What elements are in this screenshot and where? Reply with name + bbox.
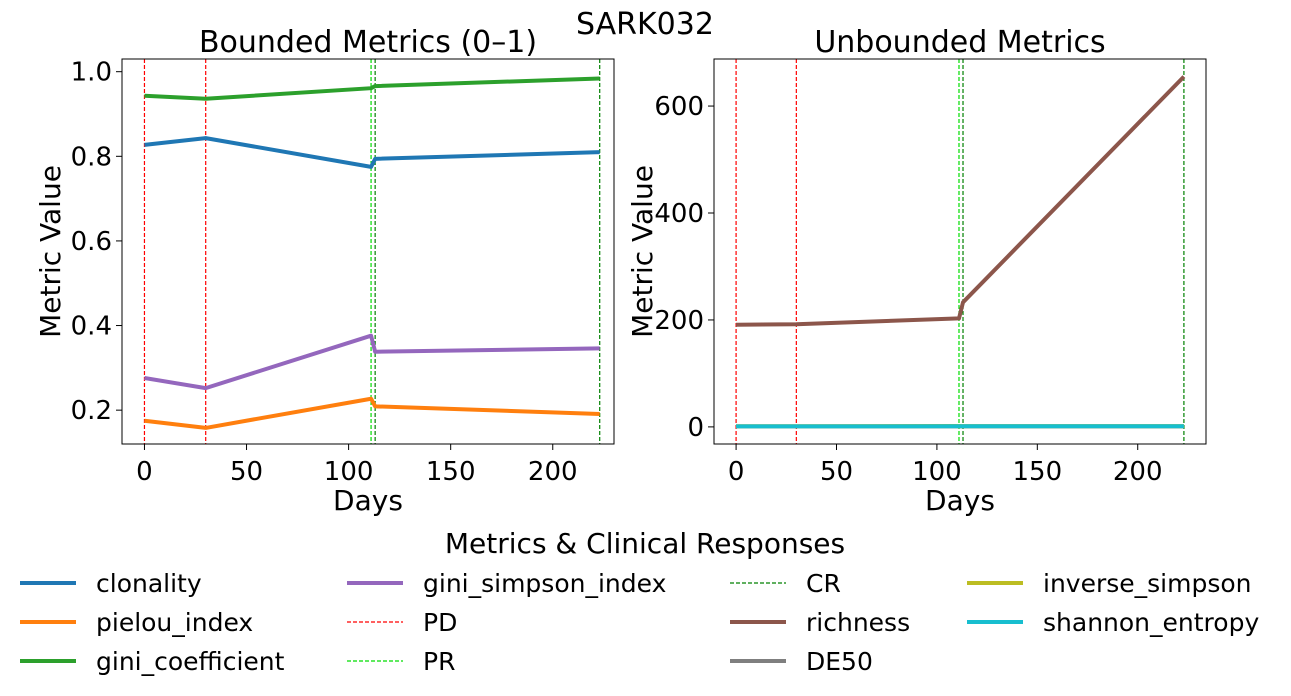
x-tick-label: 0 <box>728 457 745 487</box>
legend: Metrics & Clinical Responses clonality pi… <box>20 527 1259 676</box>
axes-frame <box>713 58 1207 445</box>
legend-item-shannon-entropy: shannon_entropy <box>967 608 1259 637</box>
y-tick-label: 0.6 <box>71 227 112 257</box>
legend-item-cr: CR <box>730 569 841 598</box>
legend-item-gini-simpson-index: gini_simpson_index <box>347 569 666 598</box>
legend-item-gini-coefficient: gini_coefficient <box>20 647 285 676</box>
y-tick-label: 0 <box>687 413 704 443</box>
legend-item-clonality: clonality <box>20 569 202 598</box>
series-line-gini-simpson-index <box>144 333 600 391</box>
y-tick-label: 200 <box>654 306 704 336</box>
legend-title: Metrics & Clinical Responses <box>445 527 845 560</box>
x-axis-label: Days <box>333 484 403 517</box>
chart-title: Unbounded Metrics <box>814 25 1105 60</box>
legend-item-inverse-simpson: inverse_simpson <box>967 569 1252 598</box>
y-tick-label: 1.0 <box>71 58 112 88</box>
y-tick-label: 600 <box>654 92 704 122</box>
legend-label: richness <box>806 608 910 637</box>
x-tick-label: 50 <box>230 457 263 487</box>
x-tick-label: 200 <box>528 457 578 487</box>
legend-label: shannon_entropy <box>1043 608 1259 637</box>
figure-title: SARK032 <box>576 7 714 42</box>
legend-label: clonality <box>96 569 202 598</box>
event-lines <box>735 59 1185 444</box>
x-tick-label: 50 <box>820 457 853 487</box>
legend-label: gini_coefficient <box>96 647 285 676</box>
x-tick-label: 100 <box>324 457 374 487</box>
series-line-pielou-index <box>144 396 600 430</box>
legend-label: inverse_simpson <box>1043 569 1252 598</box>
x-tick-label: 100 <box>912 457 962 487</box>
y-tick-label: 0.8 <box>71 142 112 172</box>
x-tick-label: 150 <box>426 457 476 487</box>
series-line-gini-coefficient <box>144 76 600 101</box>
y-tick-label: 0.2 <box>71 396 112 426</box>
x-axis-label: Days <box>925 484 995 517</box>
legend-label: pielou_index <box>96 608 253 637</box>
legend-label: PD <box>423 608 457 637</box>
legend-item-de50: DE50 <box>730 647 873 676</box>
legend-label: DE50 <box>806 647 873 676</box>
series-lines <box>144 76 600 430</box>
y-axis-label: Metric Value <box>34 165 67 338</box>
x-tick-label: 200 <box>1113 457 1163 487</box>
y-tick-label: 400 <box>654 199 704 229</box>
legend-item-pd: PD <box>347 608 457 637</box>
legend-item-pr: PR <box>347 647 455 676</box>
legend-item-pielou-index: pielou_index <box>20 608 253 637</box>
chart-panel-1: Bounded Metrics (0–1) 0 50 100 150 200 0.2 0.4 0… <box>34 25 615 517</box>
legend-item-richness: richness <box>730 608 910 637</box>
y-tick-label: 0.4 <box>71 312 112 342</box>
legend-label: PR <box>423 647 455 676</box>
x-tick-label: 0 <box>136 457 153 487</box>
chart-panel-2: Unbounded Metrics 0 50 100 150 200 0 200 400 600 D… <box>626 25 1207 517</box>
legend-label: CR <box>806 569 841 598</box>
y-axis-label: Metric Value <box>626 165 659 338</box>
chart-panels: Bounded Metrics (0–1) 0 50 100 150 200 0.2 0.4 0… <box>34 25 1207 517</box>
chart-title: Bounded Metrics (0–1) <box>199 25 537 60</box>
series-line-richness <box>736 75 1186 327</box>
series-lines <box>736 75 1186 429</box>
axes-frame <box>121 58 615 445</box>
series-line-clonality <box>144 136 600 169</box>
x-tick-label: 150 <box>1012 457 1062 487</box>
legend-label: gini_simpson_index <box>423 569 666 598</box>
